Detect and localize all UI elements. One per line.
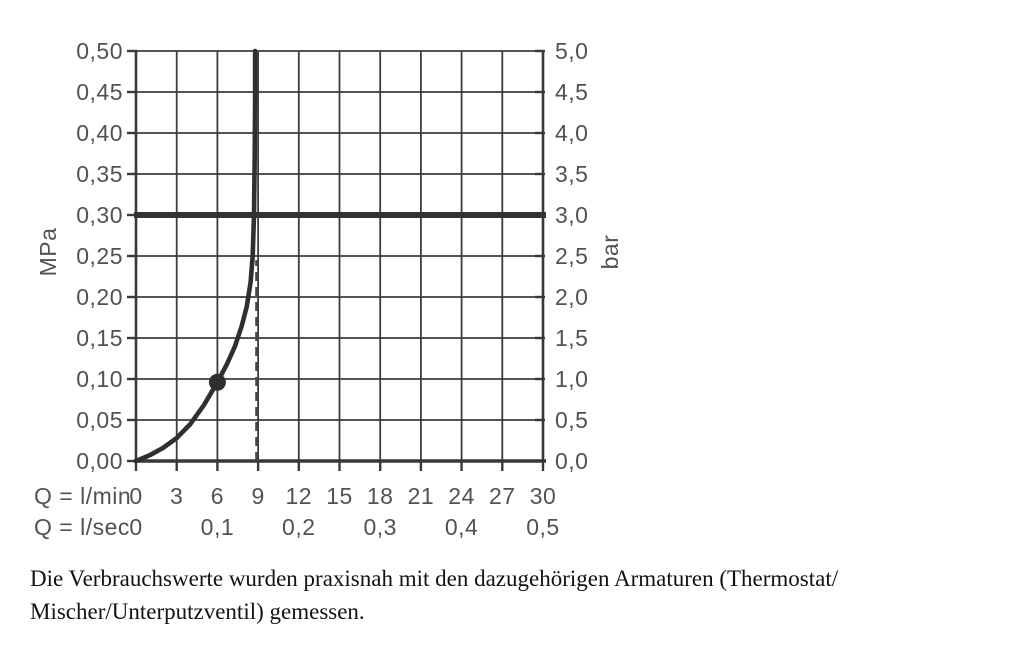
y-right-tick-label: 5,0 <box>555 38 588 64</box>
y-right-tick-label: 4,5 <box>555 79 588 105</box>
y-left-tick-label: 0,00 <box>76 448 123 474</box>
y-left-tick-label: 0,20 <box>76 284 123 310</box>
x-tick-label: 0 <box>129 483 142 509</box>
x-tick-label: 9 <box>251 483 264 509</box>
caption-line-2: Mischer/Unterputzventil) gemessen. <box>30 599 365 624</box>
x-secondary-tick-label: 0,2 <box>282 514 315 540</box>
x-secondary-tick-label: 0,5 <box>526 514 559 540</box>
x-tick-label: 6 <box>211 483 224 509</box>
y-left-tick-label: 0,45 <box>76 79 123 105</box>
caption: Die Verbrauchswerte wurden praxisnah mit… <box>30 562 995 628</box>
x-secondary-tick-label: 0 <box>129 514 142 540</box>
caption-line-1: Die Verbrauchswerte wurden praxisnah mit… <box>30 566 839 591</box>
x-tick-label: 3 <box>170 483 183 509</box>
y-right-tick-label: 0,0 <box>555 448 588 474</box>
x-tick-label: 27 <box>489 483 516 509</box>
x-tick-label: 24 <box>448 483 475 509</box>
x-tick-label: 12 <box>286 483 313 509</box>
y-left-tick-label: 0,35 <box>76 161 123 187</box>
y-right-tick-label: 3,0 <box>555 202 588 228</box>
y-axis-unit-mpa: MPa <box>35 228 61 277</box>
y-right-tick-label: 2,0 <box>555 284 588 310</box>
x-tick-label: 15 <box>326 483 353 509</box>
y-right-tick-label: 4,0 <box>555 120 588 146</box>
flow-pressure-curve <box>133 48 258 464</box>
y-left-tick-label: 0,15 <box>76 325 123 351</box>
y-left-tick-label: 0,05 <box>76 407 123 433</box>
x-tick-label: 30 <box>530 483 557 509</box>
x-tick-label: 21 <box>408 483 435 509</box>
y-left-tick-label: 0,30 <box>76 202 123 228</box>
y-left-tick-label: 0,25 <box>76 243 123 269</box>
y-left-tick-label: 0,50 <box>76 38 123 64</box>
y-right-tick-label: 1,5 <box>555 325 588 351</box>
y-left-tick-label: 0,10 <box>76 366 123 392</box>
x-secondary-tick-label: 0,3 <box>363 514 396 540</box>
x-axis-unit-lmin: Q = l/min <box>34 483 131 509</box>
y-left-tick-label: 0,40 <box>76 120 123 146</box>
x-tick-label: 18 <box>367 483 394 509</box>
y-right-tick-label: 1,0 <box>555 366 588 392</box>
y-right-tick-label: 2,5 <box>555 243 588 269</box>
flow-marker-dot <box>208 373 226 391</box>
x-secondary-tick-label: 0,4 <box>445 514 478 540</box>
x-secondary-tick-label: 0,1 <box>201 514 234 540</box>
y-right-tick-label: 0,5 <box>555 407 588 433</box>
x-axis-unit-lsec: Q = l/sec <box>34 514 130 540</box>
y-right-tick-label: 3,5 <box>555 161 588 187</box>
y-axis-unit-bar: bar <box>597 235 623 270</box>
